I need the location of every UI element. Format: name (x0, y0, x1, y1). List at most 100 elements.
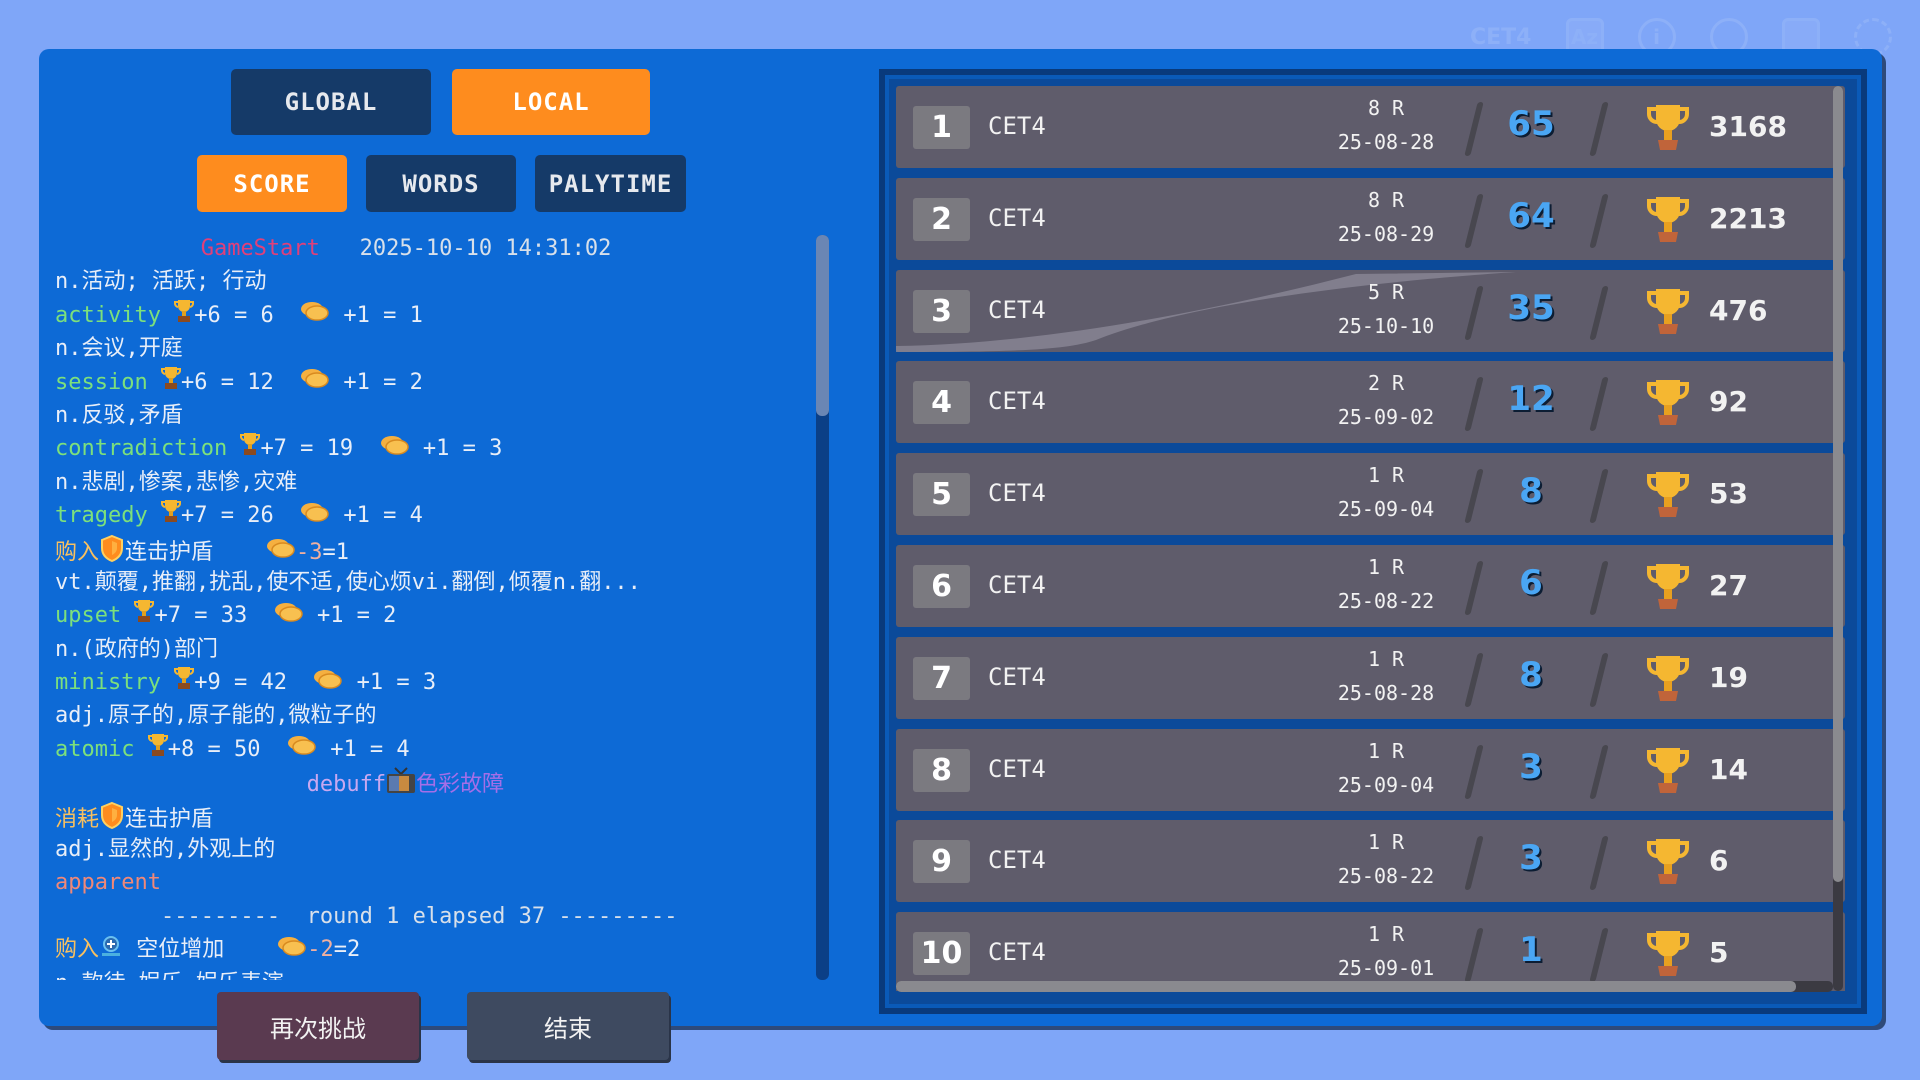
log-line: debuff 色彩故障 (55, 766, 795, 799)
trophy-icon (1646, 470, 1690, 524)
log-text: contradiction (55, 436, 228, 462)
leaderboard-row[interactable]: 1 CET4 8 R 25-08-28 65 3168 (896, 86, 1845, 168)
total-score: 53 (1709, 477, 1748, 511)
divider (1464, 102, 1484, 156)
log-text: +1 = 4 (316, 737, 410, 763)
leaderboard-hscrollbar-thumb[interactable] (896, 981, 1796, 992)
total-score: 5 (1709, 936, 1729, 970)
words-count: 35 (1507, 287, 1555, 328)
coin-icon (313, 667, 343, 700)
log-line: n.活动; 活跃; 行动 (55, 265, 795, 298)
coin-icon (266, 536, 296, 569)
leaderboard-row[interactable]: 7 CET4 1 R 25-08-28 8 19 (896, 636, 1845, 719)
trophy-icon (240, 432, 261, 466)
leaderboard-row[interactable]: 4 CET4 2 R 25-09-02 12 92 (896, 361, 1845, 444)
tab-playtime[interactable]: PALYTIME (535, 155, 686, 212)
leaderboard-vscrollbar-thumb[interactable] (1833, 86, 1843, 882)
end-button[interactable]: 结束 (467, 992, 669, 1060)
log-text: atomic (55, 737, 135, 763)
tab-global[interactable]: GLOBAL (231, 69, 431, 135)
log-text: +1 = 3 (409, 436, 503, 462)
rank-badge: 8 (913, 748, 970, 792)
trophy-icon (1646, 287, 1690, 341)
leaderboard-hscrollbar[interactable] (896, 981, 1833, 992)
leaderboard-row[interactable]: 2 CET4 8 R 25-08-29 64 2213 (896, 177, 1845, 260)
log-text: +6 = 12 (180, 369, 301, 395)
log-line: adj.显然的,外观上的 (55, 833, 795, 866)
tab-score[interactable]: SCORE (197, 155, 347, 212)
leaderboard-row[interactable]: 6 CET4 1 R 25-08-22 6 27 (896, 545, 1845, 627)
log-text: apparent (55, 870, 161, 896)
divider (1464, 193, 1484, 248)
log-line: n.(政府的)部门 (55, 633, 795, 666)
divider (1464, 469, 1484, 524)
total-score: 3168 (1709, 110, 1787, 143)
log-text: +7 = 33 (154, 603, 274, 629)
log-text: 购入 (55, 937, 100, 963)
log-text: +7 = 26 (180, 503, 301, 529)
coin-icon (380, 433, 410, 466)
log-text: adj.原子的,原子能的,微粒子的 (55, 703, 377, 729)
log-text (121, 604, 134, 629)
play-date: 25-10-10 (1337, 313, 1435, 338)
log-line: vt.颠覆,推翻,扰乱,使不适,使心烦vi.翻倒,倾覆n.翻... (55, 566, 795, 599)
log-text: session (55, 369, 148, 395)
words-count: 8 (1519, 654, 1543, 695)
log-text (161, 303, 174, 328)
log-line: activity +6 = 6 +1 = 1 (55, 299, 795, 332)
wordbook-label: CET4 (1470, 24, 1532, 50)
rank-badge: 1 (913, 106, 970, 149)
log-line: tragedy +7 = 26 +1 = 4 (55, 499, 795, 532)
play-date: 25-09-02 (1337, 405, 1435, 430)
leaderboard-row[interactable]: 10 CET4 1 R 25-09-01 1 5 (896, 912, 1845, 991)
game-log[interactable]: GameStart 2025-10-10 14:31:02 n.活动; 活跃; 行… (55, 232, 795, 980)
az-sort-icon[interactable]: Az (1565, 18, 1604, 56)
rounds-count: 1 R (1367, 738, 1405, 763)
log-line: n.款待,娱乐,娱乐表演 (55, 967, 795, 980)
divider (1589, 836, 1609, 891)
tv-glitch-icon (386, 766, 416, 804)
tab-words[interactable]: WORDS (366, 155, 516, 212)
log-text: n.活动; 活跃; 行动 (55, 269, 267, 295)
wordbook-name: CET4 (988, 571, 1046, 599)
wordbook-name: CET4 (988, 662, 1046, 691)
rounds-count: 1 R (1367, 922, 1405, 947)
log-scrollbar[interactable] (816, 235, 829, 980)
coin-icon (277, 934, 307, 967)
wordbook-name: CET4 (988, 203, 1046, 232)
log-text: n.(政府的)部门 (55, 636, 218, 662)
retry-button[interactable]: 再次挑战 (217, 992, 419, 1060)
trophy-icon (1646, 654, 1690, 708)
log-text: activity (55, 302, 161, 328)
log-line: --------- round 1 elapsed 37 --------- (55, 900, 795, 933)
log-text: +1 = 4 (330, 503, 423, 529)
combo-shield-icon (99, 800, 125, 840)
coin-icon (274, 600, 304, 633)
tab-local[interactable]: LOCAL (452, 69, 650, 135)
leaderboard-row[interactable]: 3 CET4 5 R 25-10-10 35 476 (896, 269, 1845, 352)
leaderboard-vscrollbar[interactable] (1833, 86, 1843, 991)
log-text: n.悲剧,惨案,悲惨,灾难 (55, 469, 298, 495)
log-text: =2 (333, 937, 361, 963)
divider (1464, 744, 1484, 799)
rank-badge: 10 (913, 932, 970, 976)
total-score: 19 (1709, 660, 1748, 694)
divider (1464, 377, 1484, 432)
log-text: ministry (55, 670, 161, 696)
wordbook-name: CET4 (988, 295, 1046, 324)
leaderboard-row[interactable]: 5 CET4 1 R 25-09-04 8 53 (896, 453, 1845, 536)
log-text: -2 (307, 937, 334, 963)
log-text: =1 (322, 539, 350, 565)
leaderboard-row[interactable]: 8 CET4 1 R 25-09-04 3 14 (896, 728, 1845, 811)
play-date: 25-08-22 (1337, 864, 1435, 889)
rank-badge: 9 (913, 840, 970, 884)
log-text: n.款待,娱乐,娱乐表演 (55, 971, 284, 980)
log-text: +1 = 2 (330, 369, 423, 395)
log-line: adj.原子的,原子能的,微粒子的 (55, 699, 795, 732)
rounds-count: 1 R (1367, 463, 1405, 488)
leaderboard-row[interactable]: 9 CET4 1 R 25-08-22 3 6 (896, 820, 1845, 903)
trophy-icon (160, 366, 181, 400)
log-scrollbar-thumb[interactable] (816, 235, 829, 416)
divider (1589, 928, 1609, 983)
leaderboard-list[interactable]: 1 CET4 8 R 25-08-28 65 3168 2 CET4 8 R 25… (896, 86, 1845, 991)
